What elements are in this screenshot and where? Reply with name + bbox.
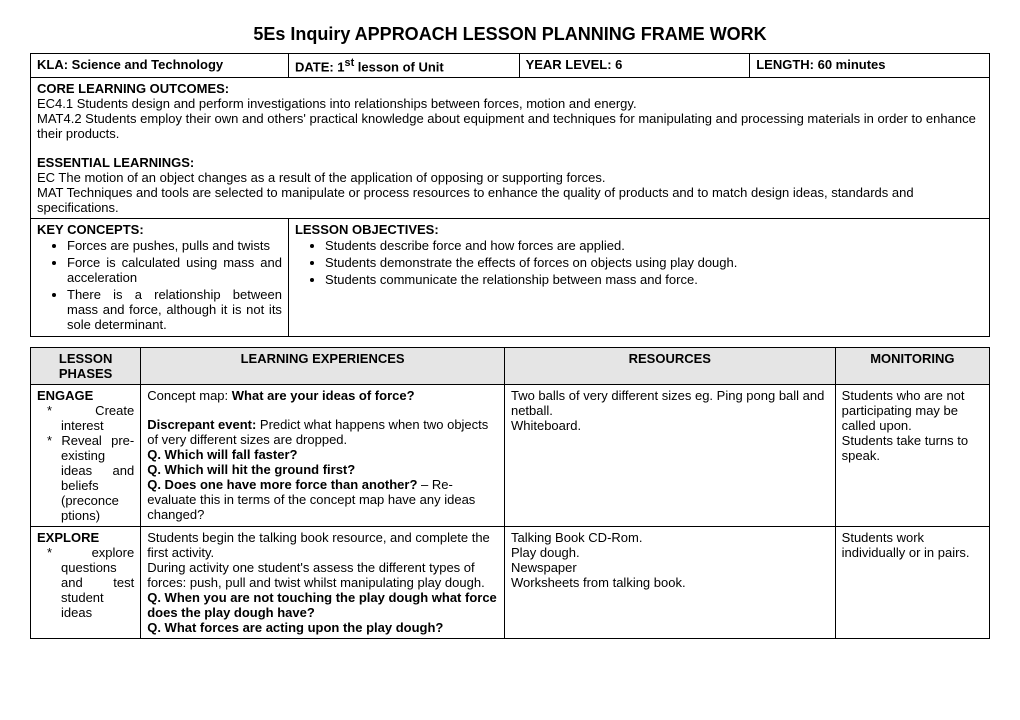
objectives-heading: LESSON OBJECTIVES: (295, 222, 983, 237)
engage-res-2: Whiteboard. (511, 418, 829, 433)
page-title: 5Es Inquiry APPROACH LESSON PLANNING FRA… (30, 24, 990, 45)
essential-heading: ESSENTIAL LEARNINGS: (37, 155, 983, 170)
header-phases: LESSON PHASES (31, 348, 141, 385)
engage-row: ENGAGE * Create interest * Reveal pre-ex… (31, 385, 990, 527)
engage-q1: Q. Which will fall faster? (147, 447, 498, 462)
key-concepts-heading: KEY CONCEPTS: (37, 222, 282, 237)
header-resources: RESOURCES (504, 348, 835, 385)
engage-bullet-2: * Reveal pre-existing ideas and beliefs … (47, 433, 134, 523)
explore-q2: Q. What forces are acting upon the play … (147, 620, 498, 635)
explore-title: EXPLORE (37, 530, 134, 545)
explore-res-cell: Talking Book CD-Rom. Play dough. Newspap… (504, 527, 835, 639)
objective-3: Students communicate the relationship be… (325, 271, 983, 288)
date-tail: lesson of Unit (354, 59, 444, 74)
explore-q1: Q. When you are not touching the play do… (147, 590, 498, 620)
year-cell: YEAR LEVEL: 6 (519, 54, 750, 78)
engage-mon-2: Students take turns to speak. (842, 433, 983, 463)
outcomes-cell: CORE LEARNING OUTCOMES: EC4.1 Students d… (31, 78, 990, 219)
explore-exp-cell: Students begin the talking book resource… (141, 527, 505, 639)
de-label: Discrepant event: (147, 417, 260, 432)
core-line-2: MAT4.2 Students employ their own and oth… (37, 111, 983, 141)
explore-mon-cell: Students work individually or in pairs. (835, 527, 989, 639)
essential-line-2: MAT Techniques and tools are selected to… (37, 185, 983, 215)
core-heading: CORE LEARNING OUTCOMES: (37, 81, 983, 96)
engage-res-1: Two balls of very different sizes eg. Pi… (511, 388, 829, 418)
objectives-list: Students describe force and how forces a… (295, 237, 983, 288)
kla-cell: KLA: Science and Technology (31, 54, 289, 78)
essential-line-1: EC The motion of an object changes as a … (37, 170, 983, 185)
engage-bullet-1: * Create interest (47, 403, 134, 433)
engage-title: ENGAGE (37, 388, 134, 403)
engage-mon-cell: Students who are not participating may b… (835, 385, 989, 527)
engage-phase-cell: ENGAGE * Create interest * Reveal pre-ex… (31, 385, 141, 527)
explore-l1: Students begin the talking book resource… (147, 530, 498, 560)
objective-1: Students describe force and how forces a… (325, 237, 983, 254)
cm-text: What are your ideas of force? (232, 388, 415, 403)
date-sup: st (345, 57, 355, 69)
explore-phase-cell: EXPLORE * explore questions and test stu… (31, 527, 141, 639)
engage-res-cell: Two balls of very different sizes eg. Pi… (504, 385, 835, 527)
engage-exp-cell: Concept map: What are your ideas of forc… (141, 385, 505, 527)
explore-res-1: Talking Book CD-Rom. (511, 530, 829, 545)
key-concept-1: Forces are pushes, pulls and twists (67, 237, 282, 254)
explore-res-4: Worksheets from talking book. (511, 575, 829, 590)
engage-q3a: Q. Does one have more force than another… (147, 477, 417, 492)
explore-l2: During activity one student's assess the… (147, 560, 498, 590)
core-line-1: EC4.1 Students design and perform invest… (37, 96, 983, 111)
objective-2: Students demonstrate the effects of forc… (325, 254, 983, 271)
key-concepts-cell: KEY CONCEPTS: Forces are pushes, pulls a… (31, 219, 289, 337)
explore-mon-1: Students work individually or in pairs. (842, 530, 983, 560)
objectives-cell: LESSON OBJECTIVES: Students describe for… (288, 219, 989, 337)
meta-table: KLA: Science and Technology DATE: 1st le… (30, 53, 990, 337)
engage-mon-1: Students who are not participating may b… (842, 388, 983, 433)
key-concept-2: Force is calculated using mass and accel… (67, 254, 282, 286)
explore-row: EXPLORE * explore questions and test stu… (31, 527, 990, 639)
date-label: DATE: 1 (295, 59, 345, 74)
key-concepts-list: Forces are pushes, pulls and twists Forc… (37, 237, 282, 333)
date-cell: DATE: 1st lesson of Unit (288, 54, 519, 78)
header-experiences: LEARNING EXPERIENCES (141, 348, 505, 385)
explore-bullet-1: * explore questions and test student ide… (47, 545, 134, 620)
engage-q2: Q. Which will hit the ground first? (147, 462, 498, 477)
explore-res-3: Newspaper (511, 560, 829, 575)
cm-label: Concept map: (147, 388, 232, 403)
key-concept-3: There is a relationship between mass and… (67, 286, 282, 333)
header-monitoring: MONITORING (835, 348, 989, 385)
explore-res-2: Play dough. (511, 545, 829, 560)
phases-table: LESSON PHASES LEARNING EXPERIENCES RESOU… (30, 347, 990, 639)
length-cell: LENGTH: 60 minutes (750, 54, 990, 78)
